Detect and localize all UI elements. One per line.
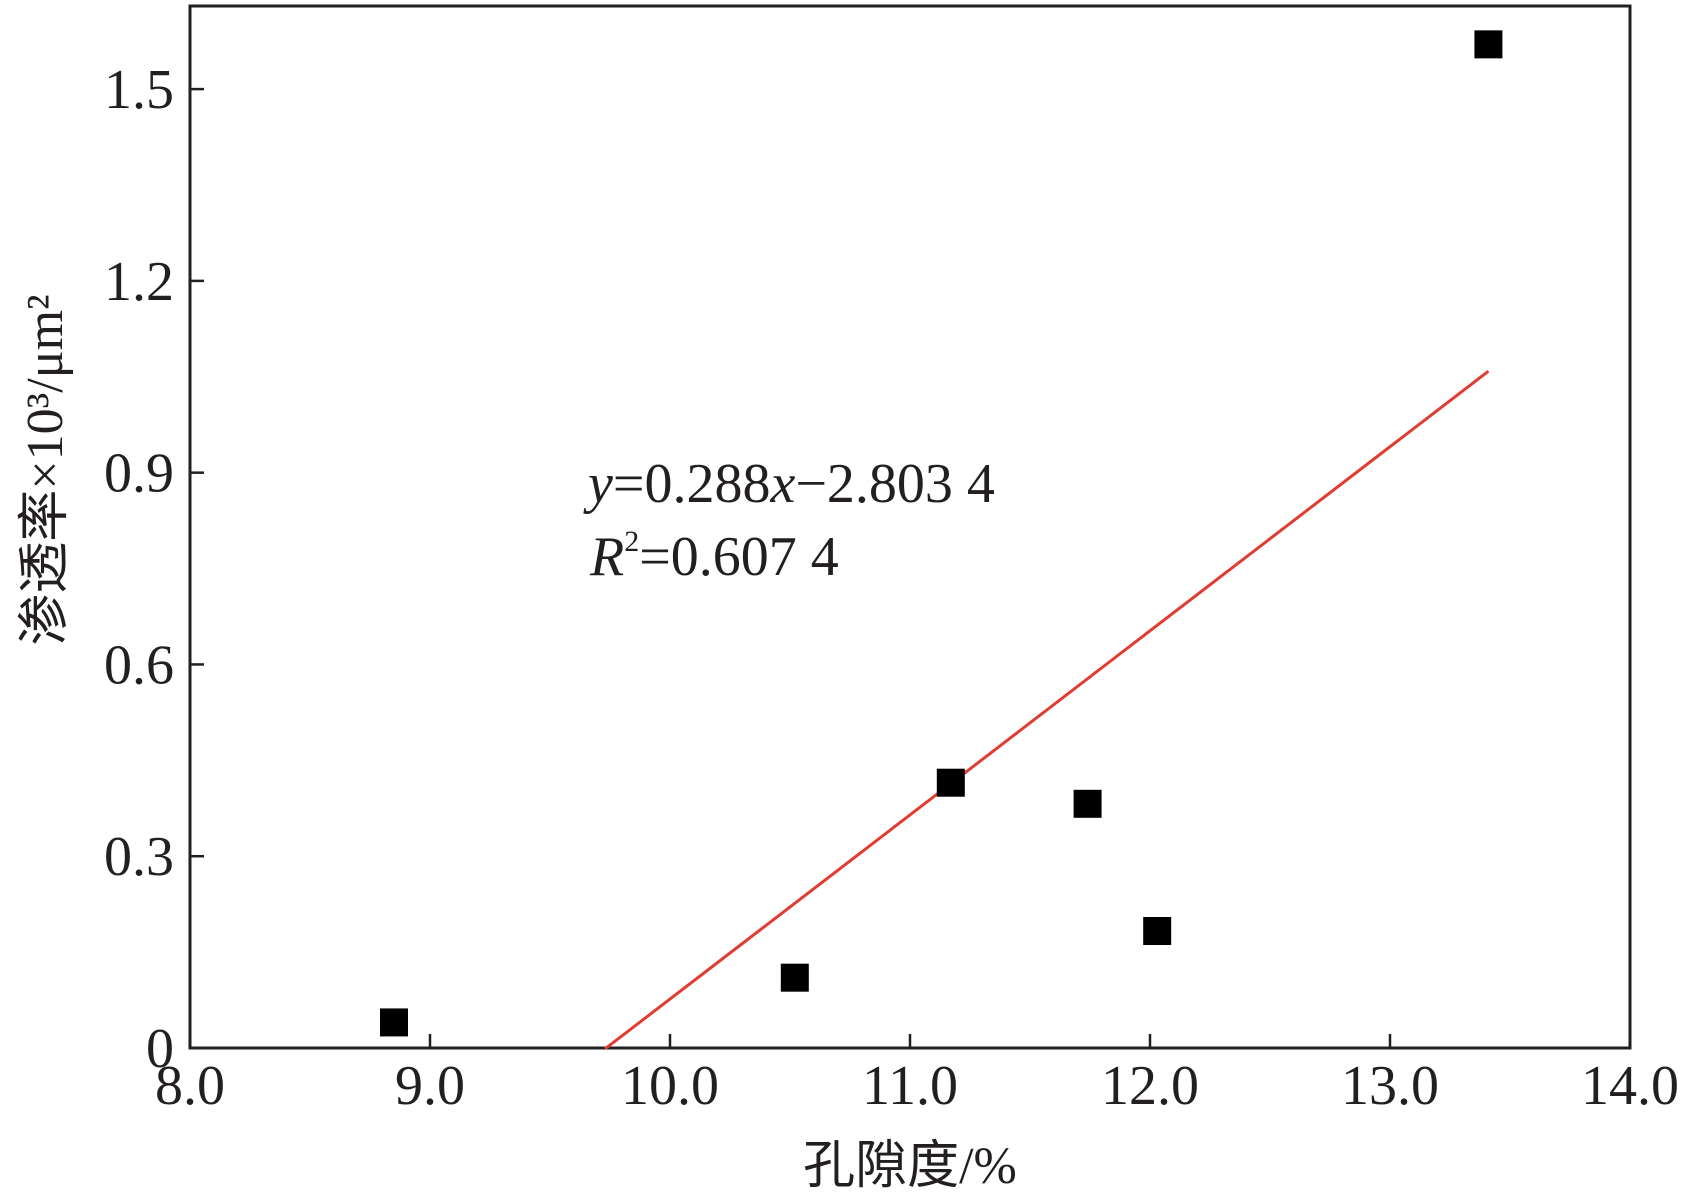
data-point: [1143, 917, 1172, 946]
x-axis-title: 孔隙度/%: [803, 1138, 1017, 1193]
data-point: [380, 1008, 408, 1037]
y-tick-label: 0.3: [104, 826, 174, 888]
data-points-layer: [380, 30, 1503, 1037]
x-tick-label: 14.0: [1581, 1055, 1679, 1117]
y-tick-label: 1.5: [104, 59, 174, 121]
r-label: R: [589, 526, 624, 588]
fit-line: [604, 370, 1490, 1050]
data-point: [780, 963, 809, 992]
data-point: [1073, 789, 1102, 818]
fit-line-layer: [604, 370, 1490, 1050]
eq-x-var: x: [769, 453, 795, 515]
x-tick-label: 13.0: [1341, 1055, 1439, 1117]
eq-y-var: y: [583, 453, 613, 515]
eq-part-1: =0.288: [613, 453, 771, 515]
r-sup: 2: [624, 525, 639, 558]
y-axis-title: 渗透率×10³/μm²: [17, 294, 74, 645]
y-tick-label: 1.2: [104, 251, 174, 313]
x-tick-label: 8.0: [155, 1055, 225, 1117]
plot-frame: [188, 4, 1632, 1050]
data-point: [936, 768, 965, 797]
x-tick-label: 9.0: [395, 1055, 465, 1117]
x-tick-label: 11.0: [862, 1055, 958, 1117]
data-point: [1474, 30, 1503, 59]
y-tick-label: 0: [146, 1018, 174, 1080]
r-squared: R2=0.607 4: [589, 525, 839, 588]
r-value: =0.607 4: [639, 526, 839, 588]
fit-equation: y=0.288x−2.803 4: [583, 453, 995, 515]
y-tick-label: 0.6: [104, 634, 174, 696]
y-axis-ticks: 0 0.3 0.6 0.9 1.2 1.5: [104, 59, 204, 1080]
x-tick-label: 10.0: [621, 1055, 719, 1117]
y-tick-label: 0.9: [104, 443, 174, 505]
x-axis-ticks: 8.0 9.0 10.0 11.0 12.0 13.0 14.0: [155, 1034, 1679, 1117]
eq-part-2: −2.803 4: [795, 453, 995, 515]
x-tick-label: 12.0: [1101, 1055, 1199, 1117]
